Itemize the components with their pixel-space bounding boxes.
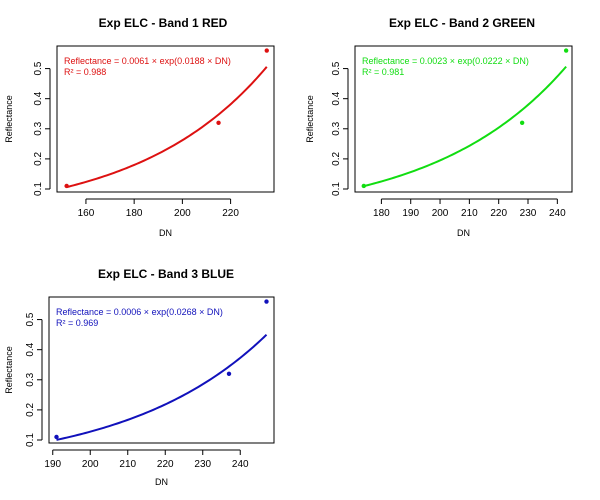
data-point-3: [264, 48, 269, 53]
y-tick-label: 0.3: [33, 121, 44, 135]
y-tick-label: 0.2: [25, 402, 36, 416]
y-tick-label: 0.5: [331, 61, 342, 75]
x-tick-label: 210: [119, 459, 136, 470]
data-point-3: [563, 48, 569, 53]
chart-panel-3: Exp ELC - Band 3 BLUE 190 200 210 220 230 240 0…: [4, 267, 275, 487]
y-tick-label: 0.2: [331, 151, 342, 165]
plot-frame: [56, 45, 275, 193]
data-point-3: [264, 299, 269, 304]
x-tick-label: 200: [432, 208, 449, 219]
x-axis-label: DN: [159, 228, 172, 238]
x-tick-label: 180: [126, 208, 143, 219]
y-axis-label: Reflectance: [4, 95, 14, 143]
x-tick-label: 230: [520, 208, 537, 219]
x-axis-label: DN: [457, 228, 470, 238]
fit-curve: [56, 333, 268, 441]
plot-frame: [354, 45, 573, 193]
chart-panel-1: Exp ELC - Band 1 RED 160 180 200 220 0.1 0.2 0.…: [4, 16, 275, 238]
data-point-1: [54, 434, 59, 440]
data-point-2: [519, 120, 525, 125]
y-axis-label: Reflectance: [4, 346, 14, 394]
x-tick-label: 200: [82, 459, 99, 470]
y-tick-label: 0.4: [25, 342, 36, 356]
data-point-2: [226, 371, 232, 376]
y-axis-label: Reflectance: [305, 95, 315, 143]
fit-curve: [66, 66, 268, 189]
y-tick-label: 0.2: [33, 151, 44, 165]
y-tick-label: 0.1: [25, 433, 36, 447]
fit-equation: Reflectance = 0.0006 × exp(0.0268 × DN): [56, 307, 223, 317]
y-tick-label: 0.5: [25, 312, 36, 326]
chart-title: Exp ELC - Band 1 RED: [99, 16, 228, 30]
chart-panel-2: Exp ELC - Band 2 GREEN 180 190 200 210 220 230…: [305, 16, 573, 238]
r-squared-label: R² = 0.969: [56, 318, 98, 328]
y-tick-label: 0.3: [331, 121, 342, 135]
r-squared-label: R² = 0.981: [362, 67, 404, 77]
y-tick-label: 0.4: [331, 91, 342, 105]
x-tick-label: 230: [194, 459, 211, 470]
x-tick-label: 240: [232, 459, 249, 470]
fit-equation: Reflectance = 0.0061 × exp(0.0188 × DN): [64, 56, 231, 66]
y-tick-label: 0.5: [33, 61, 44, 75]
data-point-1: [64, 183, 69, 189]
x-tick-label: 200: [174, 208, 191, 219]
plot-frame: [48, 296, 275, 444]
data-point-1: [361, 183, 366, 189]
x-tick-label: 210: [461, 208, 478, 219]
x-tick-label: 190: [402, 208, 419, 219]
x-tick-label: 220: [490, 208, 507, 219]
chart-title: Exp ELC - Band 2 GREEN: [389, 16, 535, 30]
fit-curve: [363, 65, 567, 188]
x-tick-label: 220: [157, 459, 174, 470]
y-tick-label: 0.1: [33, 182, 44, 196]
y-tick-label: 0.1: [331, 182, 342, 196]
x-tick-label: 220: [222, 208, 239, 219]
x-axis-label: DN: [155, 477, 168, 487]
r-squared-label: R² = 0.988: [64, 67, 106, 77]
x-tick-label: 190: [44, 459, 61, 470]
chart-title: Exp ELC - Band 3 BLUE: [98, 267, 234, 281]
y-tick-label: 0.3: [25, 372, 36, 386]
data-point-2: [216, 120, 221, 125]
x-tick-label: 160: [78, 208, 95, 219]
y-tick-label: 0.4: [33, 91, 44, 105]
x-tick-label: 180: [373, 208, 390, 219]
fit-equation: Reflectance = 0.0023 × exp(0.0222 × DN): [362, 56, 529, 66]
x-tick-label: 240: [549, 208, 566, 219]
